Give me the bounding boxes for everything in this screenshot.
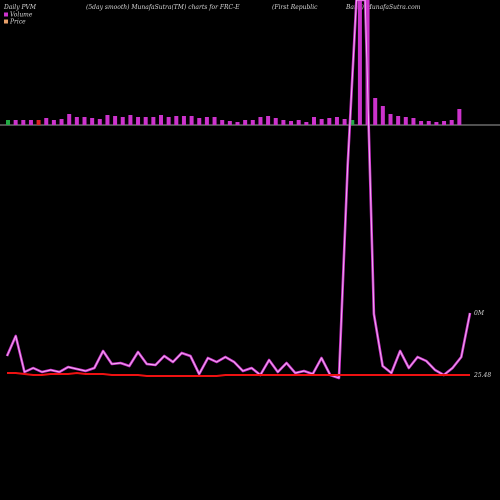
volume-bars bbox=[6, 0, 462, 125]
volume-bar bbox=[388, 114, 393, 125]
volume-line bbox=[5, 0, 472, 380]
volume-bar bbox=[243, 120, 248, 125]
volume-bar bbox=[373, 98, 378, 125]
volume-bar bbox=[90, 118, 95, 125]
volume-bar bbox=[273, 118, 278, 125]
volume-bar bbox=[258, 117, 263, 125]
legend-price-label: Price bbox=[9, 19, 26, 26]
volume-bar bbox=[434, 122, 439, 125]
volume-bar bbox=[212, 117, 217, 125]
volume-bar bbox=[21, 120, 26, 125]
volume-bar bbox=[396, 116, 401, 125]
volume-bar bbox=[312, 117, 316, 125]
volume-bar bbox=[411, 118, 416, 125]
price-line bbox=[7, 372, 470, 377]
volume-bar bbox=[457, 109, 462, 125]
volume-bar bbox=[74, 117, 79, 125]
legend-price-swatch bbox=[4, 19, 8, 24]
volume-bar bbox=[426, 121, 431, 125]
volume-bar bbox=[380, 106, 385, 125]
lines-group bbox=[5, 0, 472, 380]
volume-bar bbox=[67, 114, 72, 125]
volume-bar bbox=[266, 116, 271, 125]
volume-bar bbox=[250, 120, 255, 125]
volume-bar bbox=[136, 117, 141, 125]
volume-line-highlight bbox=[6, 0, 471, 379]
volume-bar bbox=[204, 117, 209, 125]
volume-bar bbox=[304, 122, 309, 125]
volume-bar bbox=[59, 119, 64, 125]
header-mid: (5day smooth) MunafaSutra(TM) charts for… bbox=[86, 4, 240, 11]
volume-bar bbox=[105, 115, 110, 125]
volume-bar bbox=[189, 116, 194, 125]
volume-bar bbox=[357, 0, 362, 125]
volume-bar bbox=[235, 122, 240, 125]
volume-bar bbox=[289, 121, 294, 125]
header-left: Daily PVM bbox=[3, 4, 37, 11]
volume-bar bbox=[319, 119, 324, 125]
volume-bar bbox=[120, 117, 125, 125]
volume-bar bbox=[197, 118, 202, 125]
header-right-line1: (First Republic bbox=[272, 4, 318, 11]
volume-bar bbox=[36, 120, 41, 125]
volume-axis-label: 0M bbox=[474, 310, 485, 317]
header-right-line2: Bank) MunafaSutra.com bbox=[345, 4, 421, 11]
volume-bar bbox=[159, 115, 163, 125]
legend-volume-label: Volume bbox=[10, 12, 33, 19]
volume-bar bbox=[442, 121, 447, 125]
volume-bar bbox=[82, 117, 87, 125]
legend: Volume Price bbox=[4, 12, 33, 26]
volume-bar bbox=[281, 120, 286, 125]
volume-bar bbox=[97, 119, 102, 125]
volume-bar bbox=[350, 120, 355, 125]
volume-bar bbox=[143, 117, 148, 125]
volume-bar bbox=[113, 116, 118, 125]
volume-bar bbox=[296, 120, 301, 125]
volume-bar bbox=[419, 121, 424, 125]
volume-bar bbox=[327, 118, 332, 125]
volume-bar bbox=[28, 120, 33, 125]
volume-bar bbox=[128, 115, 133, 125]
volume-bar bbox=[51, 120, 56, 125]
volume-bar bbox=[151, 117, 156, 125]
volume-bar bbox=[44, 118, 49, 125]
volume-bar bbox=[342, 119, 347, 125]
volume-bar bbox=[449, 120, 454, 125]
volume-bar bbox=[166, 117, 171, 125]
legend-volume-swatch bbox=[4, 12, 8, 17]
volume-bar bbox=[181, 116, 186, 125]
volume-bar bbox=[220, 120, 225, 125]
volume-bar bbox=[174, 116, 179, 125]
volume-bar bbox=[6, 120, 10, 125]
volume-bar bbox=[13, 120, 18, 125]
volume-bar bbox=[227, 121, 232, 125]
price-axis-label: 25.48 bbox=[473, 372, 491, 379]
volume-bar bbox=[334, 117, 339, 125]
volume-bar bbox=[403, 117, 408, 125]
